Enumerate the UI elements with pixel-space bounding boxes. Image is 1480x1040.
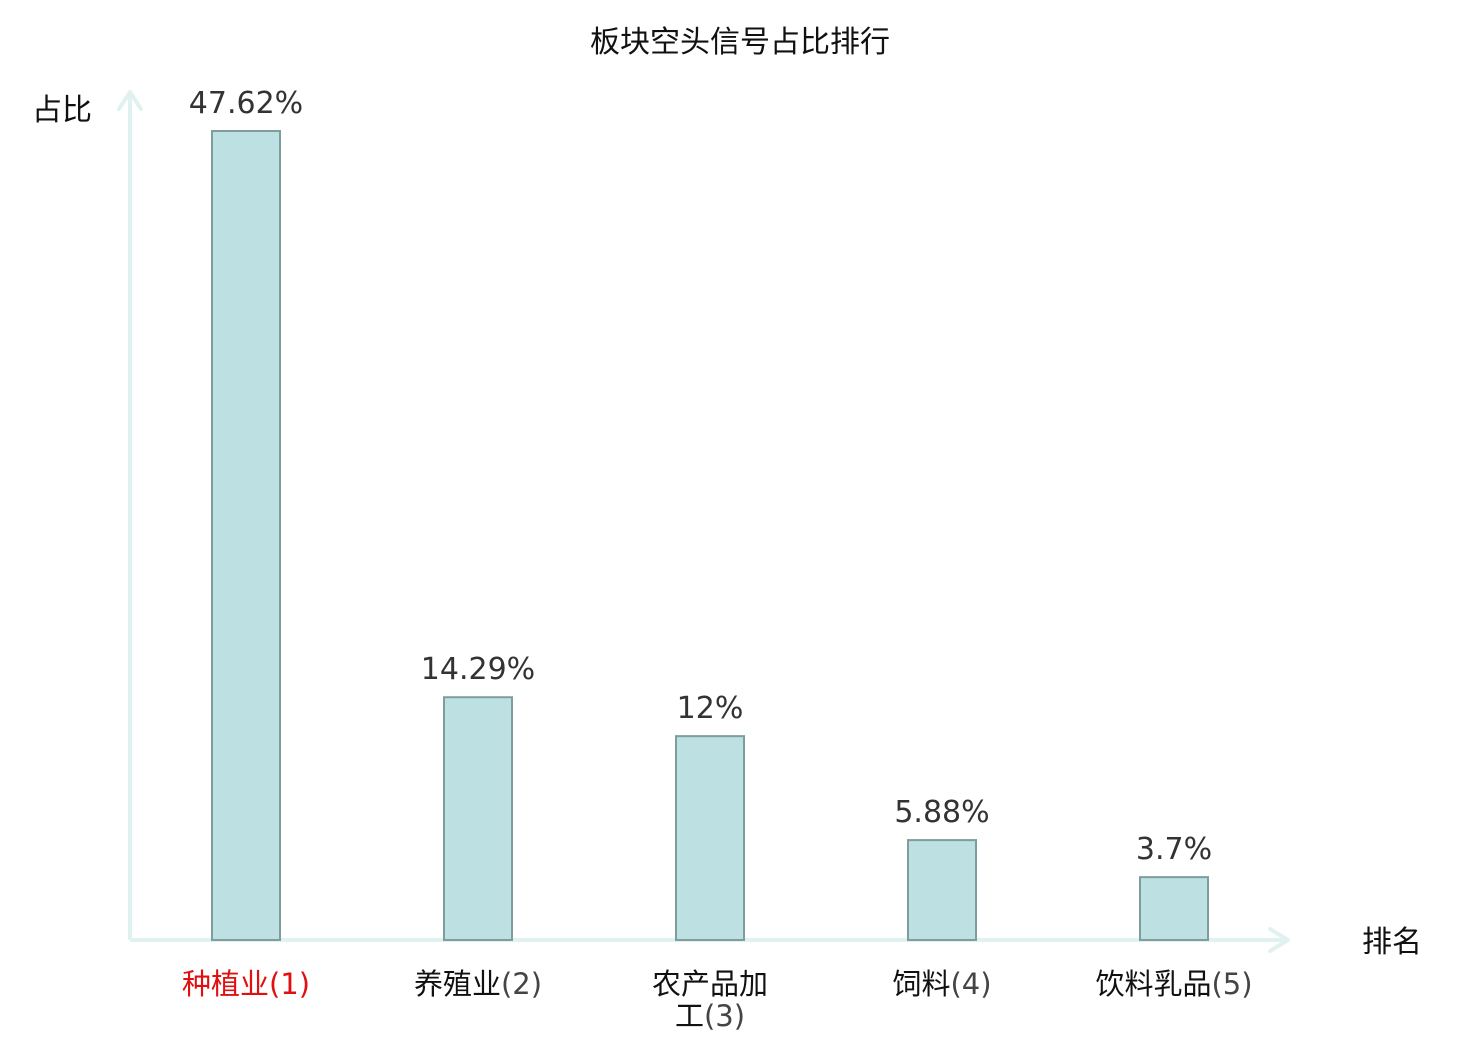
value-labels-group: 47.62% 14.29% 12% 5.88% 3.7%: [189, 86, 1212, 867]
x-tick-label-1: 种植业(1): [182, 967, 310, 1001]
x-tick-name-line: 工(3): [675, 999, 745, 1033]
x-tick-rank: (5): [1211, 967, 1252, 1001]
bar-1: [211, 130, 281, 941]
x-tick-label-5: 饮料乳品(5): [1095, 967, 1252, 1001]
x-tick-labels-group: 种植业(1) 养殖业(2) 农产品加工(3) 饲料(4) 饮料乳品(5): [182, 967, 1253, 1033]
value-label-5: 3.7%: [1136, 832, 1212, 867]
x-tick-rank: (2): [501, 967, 542, 1001]
x-tick-name-line: 种植业(1): [182, 967, 310, 1001]
x-tick-rank: (3): [704, 999, 745, 1033]
bar-5: [1139, 876, 1209, 942]
chart-title: 板块空头信号占比排行: [590, 25, 890, 60]
bar-2: [443, 696, 513, 942]
value-label-2: 14.29%: [421, 652, 535, 687]
bars-group: [211, 130, 1209, 942]
x-tick-label-3: 农产品加工(3): [652, 967, 768, 1033]
value-label-3: 12%: [677, 691, 744, 726]
x-tick-name-line: 饲料(4): [892, 967, 991, 1001]
x-axis-label: 排名: [1362, 925, 1422, 960]
bar-4: [907, 839, 977, 942]
x-tick-rank: (4): [950, 967, 991, 1001]
bar-3: [675, 735, 745, 941]
x-tick-label-2: 养殖业(2): [414, 967, 542, 1001]
x-tick-name-line: 养殖业(2): [414, 967, 542, 1001]
value-label-4: 5.88%: [894, 795, 989, 830]
x-tick-rank: (1): [269, 967, 310, 1001]
x-tick-name-line: 饮料乳品(5): [1095, 967, 1252, 1001]
y-axis-arrow: [117, 90, 143, 111]
y-axis-label: 占比: [32, 93, 92, 128]
x-tick-name-line: 农产品加: [652, 967, 768, 1001]
x-tick-label-4: 饲料(4): [892, 967, 991, 1001]
x-axis-arrow: [1268, 927, 1290, 953]
value-label-1: 47.62%: [189, 86, 303, 121]
